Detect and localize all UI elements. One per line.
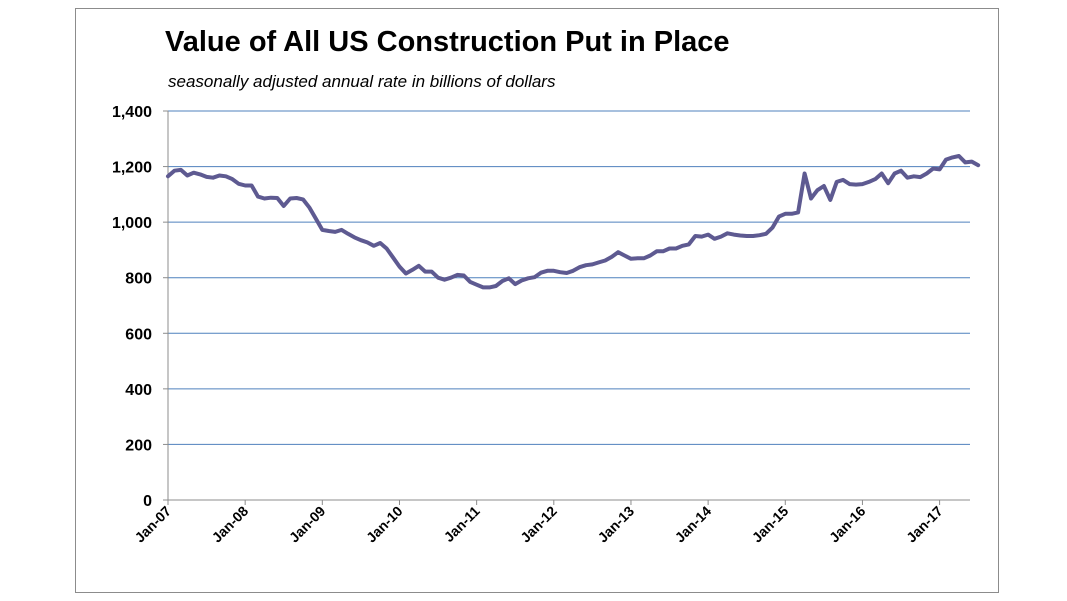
x-tick-label: Jan-07	[131, 503, 174, 546]
y-tick-label: 1,400	[112, 104, 152, 121]
y-tick-label: 800	[125, 271, 152, 288]
x-tick-label: Jan-17	[903, 503, 946, 546]
x-tick-label: Jan-13	[594, 503, 637, 546]
x-tick-label: Jan-12	[517, 503, 560, 546]
x-tick-label: Jan-10	[363, 503, 406, 546]
y-tick-label: 400	[125, 382, 152, 399]
chart-subtitle: seasonally adjusted annual rate in billi…	[168, 72, 556, 91]
chart-title: Value of All US Construction Put in Plac…	[165, 26, 730, 58]
x-tick-label: Jan-16	[826, 503, 869, 546]
y-tick-label: 0	[143, 493, 152, 510]
y-tick-label: 200	[125, 437, 152, 454]
chart-frame	[75, 8, 999, 593]
y-tick-label: 1,000	[112, 215, 152, 232]
x-tick-label: Jan-14	[672, 503, 715, 546]
y-tick-label: 600	[125, 326, 152, 343]
x-tick-label: Jan-09	[286, 503, 329, 546]
x-tick-label: Jan-08	[209, 503, 252, 546]
x-tick-label: Jan-11	[441, 503, 483, 545]
series-line	[166, 154, 981, 290]
y-tick-label: 1,200	[112, 160, 152, 177]
x-tick-label: Jan-15	[749, 503, 792, 546]
